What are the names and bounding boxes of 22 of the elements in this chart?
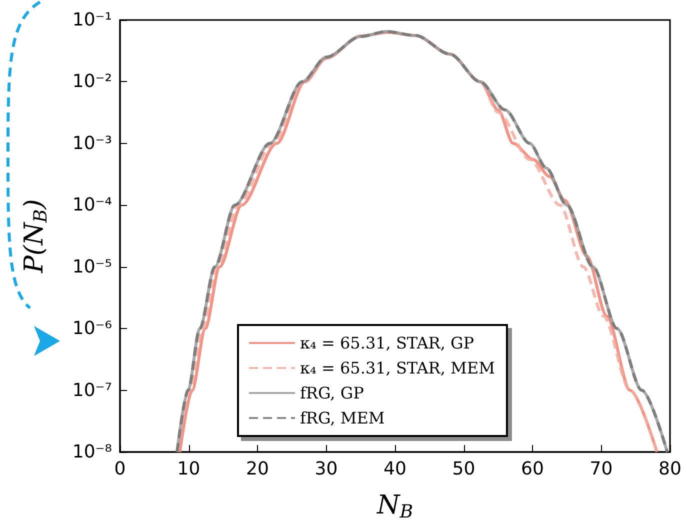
- x-tick-label: 50: [452, 458, 476, 480]
- legend-label: fRG, MEM: [300, 408, 385, 428]
- x-tick-label: 0: [114, 458, 126, 480]
- x-tick-label: 20: [246, 458, 269, 480]
- y-tick-label: 10⁻³: [72, 132, 112, 154]
- x-tick-label: 10: [177, 458, 200, 480]
- y-tick-label: 10⁻¹: [72, 10, 112, 30]
- legend-label: κ₄ = 65.31, STAR, MEM: [300, 358, 495, 378]
- y-tick-label: 10⁻²: [72, 71, 112, 92]
- x-tick-label: 70: [590, 458, 613, 480]
- legend-label: κ₄ = 65.31, STAR, GP: [300, 334, 474, 352]
- x-tick-label: 80: [658, 458, 682, 480]
- y-tick-label: 10⁻⁸: [72, 442, 112, 462]
- y-tick-label: 10⁻⁴: [72, 194, 112, 216]
- legend-label: fRG, GP: [300, 384, 364, 402]
- y-tick-label: 10⁻⁵: [72, 256, 112, 278]
- y-tick-label: 10⁻⁷: [72, 380, 112, 401]
- y-tick-label: 10⁻⁶: [72, 318, 112, 340]
- x-tick-label: 30: [314, 458, 338, 480]
- y-axis-title: P(NB): [20, 199, 52, 274]
- x-tick-label: 60: [521, 458, 544, 480]
- x-tick-label: 40: [384, 458, 406, 480]
